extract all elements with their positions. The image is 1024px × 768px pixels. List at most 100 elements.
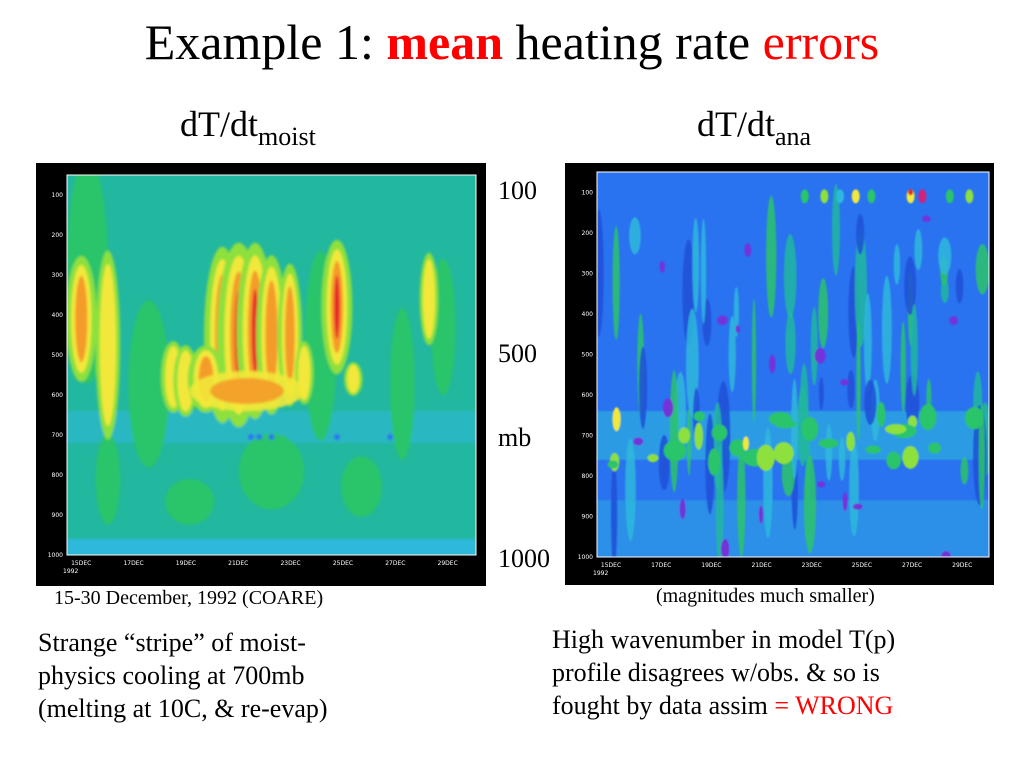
- right-description-line-2: profile disagrees w/obs. & so is: [552, 658, 880, 687]
- left-cooling-dot: [268, 434, 275, 440]
- left-green-patch: [128, 300, 170, 468]
- left-description-line-3: (melting at 10C, & re-evap): [38, 694, 328, 723]
- left-cooling-dot: [248, 434, 255, 440]
- right-top-feature: [918, 189, 927, 204]
- right-green-blob: [708, 448, 720, 476]
- right-purple-spot: [720, 538, 730, 557]
- right-green-blob: [678, 427, 691, 444]
- right-streak: [856, 213, 865, 255]
- right-streak: [625, 438, 636, 542]
- x-tick-label: 15DEC: [71, 560, 91, 567]
- right-purple-spot: [633, 437, 644, 446]
- left-green-patch: [95, 433, 121, 525]
- right-green-blob: [729, 439, 747, 457]
- right-plot-contours: [597, 184, 989, 557]
- right-streak: [864, 379, 877, 425]
- y-tick-label: 100: [52, 192, 64, 199]
- left-heading-main: dT/dt: [180, 104, 258, 144]
- pressure-unit-label: mb: [498, 423, 532, 452]
- left-heating-peak: [334, 275, 340, 339]
- right-streak: [728, 315, 736, 393]
- y-tick-label: 900: [52, 512, 64, 519]
- right-green-blob: [711, 424, 728, 442]
- right-streak: [975, 243, 989, 295]
- right-streak: [733, 286, 739, 338]
- right-streak: [881, 275, 892, 384]
- left-heating-mass-core: [210, 378, 284, 404]
- right-streak: [810, 307, 818, 386]
- x-tick-label: 21DEC: [751, 562, 771, 569]
- left-heating-tower: [347, 364, 360, 394]
- left-cooling-dot: [387, 434, 394, 440]
- right-streak: [791, 379, 798, 479]
- y-tick-label: 900: [582, 513, 594, 520]
- right-green-blob: [773, 442, 794, 465]
- right-streak: [700, 218, 707, 325]
- y-tick-label: 600: [582, 392, 594, 399]
- y-tick-label: 700: [582, 432, 594, 439]
- right-yellow-spot: [612, 407, 621, 432]
- right-green-blob: [928, 442, 942, 454]
- left-plot-contours: [67, 175, 476, 555]
- right-streak: [737, 440, 746, 557]
- y-tick-label: 400: [52, 312, 64, 319]
- right-heading-sub: ana: [775, 122, 812, 151]
- right-plot: 100 200 300 400 500 600 700 800 900 1000 15DEC 17DE…: [565, 163, 994, 585]
- y-tick-label: 500: [582, 351, 594, 358]
- year-label: 1992: [593, 570, 608, 577]
- x-tick-label: 19DEC: [176, 560, 196, 567]
- left-heading-sub: moist: [258, 122, 316, 151]
- pressure-label-100: 100: [498, 176, 537, 205]
- right-streak: [638, 346, 648, 430]
- right-streak: [856, 320, 861, 441]
- y-tick-label: 800: [52, 472, 64, 479]
- right-green-blob: [876, 401, 886, 427]
- title-part-3: heating rate: [503, 14, 763, 70]
- right-purple-spot: [817, 481, 826, 488]
- right-streak: [766, 195, 777, 318]
- right-top-feature: [800, 189, 809, 204]
- left-heating-tower: [99, 264, 117, 426]
- right-top-feature: [945, 189, 954, 204]
- right-green-blob: [865, 445, 881, 454]
- right-streak: [914, 229, 923, 271]
- x-tick-label: 27DEC: [902, 562, 922, 569]
- y-tick-label: 1000: [48, 552, 63, 559]
- left-description-line-1: Strange “stripe” of moist-: [38, 628, 306, 657]
- right-streak: [763, 427, 773, 539]
- left-heading: dT/dtmoist: [180, 102, 316, 150]
- right-description-line-1: High wavenumber in model T(p): [552, 625, 896, 654]
- right-streak: [849, 440, 859, 537]
- right-green-blob: [768, 411, 792, 426]
- left-green-patch: [390, 308, 415, 460]
- right-streak: [818, 376, 824, 411]
- right-streak: [838, 437, 846, 481]
- right-streak: [960, 456, 969, 485]
- left-heating-tower: [422, 259, 436, 339]
- y-tick-label: 200: [52, 232, 64, 239]
- x-tick-label: 29DEC: [438, 560, 458, 567]
- left-cooling-dot: [256, 434, 263, 440]
- right-top-feature: [851, 189, 860, 204]
- title-part-mean: mean: [386, 14, 504, 70]
- right-description-line-3: fought by data assim = WRONG: [552, 689, 895, 722]
- right-streak: [893, 244, 901, 285]
- right-purple-spot: [679, 498, 686, 520]
- right-streak: [900, 321, 906, 413]
- left-heating-core: [75, 275, 88, 363]
- right-purple-spot: [769, 354, 776, 374]
- y-tick-label: 100: [582, 189, 594, 196]
- left-caption: 15-30 December, 1992 (COARE): [54, 587, 324, 609]
- right-purple-spot: [840, 379, 849, 386]
- left-plot: 100 200 300 400 500 600 700 800 900 1000 15DEC 17DE…: [36, 163, 486, 586]
- left-plot-ticks: 100 200 300 400 500 600 700 800 900 1000 15DEC 17DE…: [48, 192, 458, 575]
- right-green-blob: [801, 416, 819, 442]
- right-streak: [610, 461, 618, 557]
- x-tick-label: 29DEC: [952, 562, 972, 569]
- right-green-blob: [907, 415, 918, 429]
- right-streak: [978, 403, 985, 510]
- right-streak: [818, 278, 829, 349]
- slide-title: Example 1: mean heating rate errors: [0, 12, 1024, 72]
- right-streak: [692, 217, 700, 313]
- right-streak: [612, 225, 620, 341]
